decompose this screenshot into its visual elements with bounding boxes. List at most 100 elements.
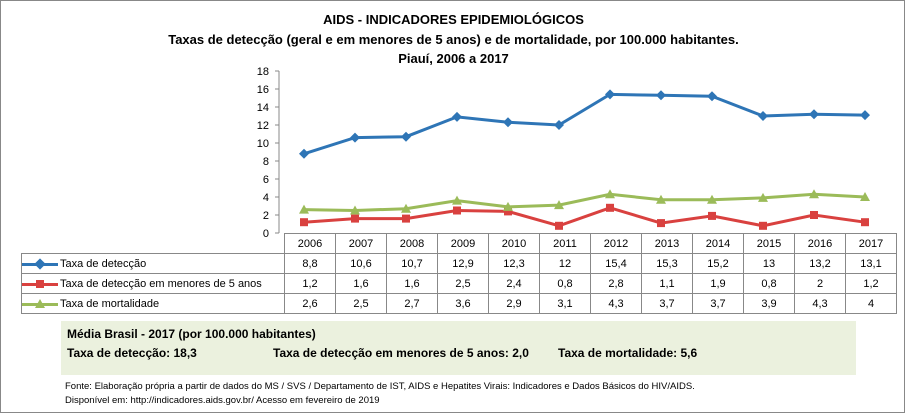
data-point	[860, 110, 870, 121]
data-point	[707, 91, 717, 102]
data-label: 0,8	[743, 273, 795, 294]
data-label: 15,2	[692, 253, 744, 274]
data-label: 12,9	[437, 253, 489, 274]
data-point	[656, 90, 666, 101]
y-tick-label: 14	[257, 102, 269, 114]
data-point	[758, 111, 768, 121]
data-label: 1,6	[386, 273, 438, 294]
data-label: 2,8	[590, 273, 642, 294]
data-label: 3,6	[437, 293, 489, 314]
data-point	[503, 117, 513, 128]
year-header: 2013	[641, 233, 693, 254]
source-line-1: Fonte: Elaboração própria a partir de da…	[65, 381, 695, 392]
series-line-2	[303, 192, 866, 213]
data-label: 0,8	[539, 273, 591, 294]
table-row: Taxa de detecção 8,8 10,6 10,7 12,9 12,3 12 15,…	[21, 253, 897, 274]
data-label: 2	[794, 273, 846, 294]
year-header: 2014	[692, 233, 744, 254]
chart-subtitle-2: Piauí, 2006 a 2017	[398, 51, 509, 66]
data-point	[656, 194, 666, 204]
average-under5: Taxa de detecção em menores de 5 anos: 2…	[273, 346, 529, 360]
series-name: Taxa de detecção em menores de 5 anos	[60, 277, 262, 290]
data-point	[555, 221, 563, 230]
year-header: 2009	[437, 233, 489, 254]
y-tick-label: 0	[263, 228, 269, 240]
data-point	[759, 221, 767, 230]
data-label: 10,6	[335, 253, 387, 274]
brazil-average-box: Média Brasil - 2017 (por 100.000 habitan…	[61, 321, 856, 375]
data-point	[401, 131, 411, 142]
y-tick-label: 6	[263, 174, 269, 186]
data-label: 15,3	[641, 253, 693, 274]
data-label: 2,4	[488, 273, 540, 294]
data-point	[810, 211, 818, 219]
data-point	[707, 194, 717, 204]
data-point	[657, 219, 665, 228]
chart-subtitle: Taxas de detecção (geral e em menores de…	[168, 32, 739, 47]
chart-title: AIDS - INDICADORES EPIDEMIOLÓGICOS	[323, 12, 584, 27]
data-point	[606, 203, 614, 212]
data-label: 1,6	[335, 273, 387, 294]
y-tick-label: 10	[257, 138, 269, 150]
year-header: 2017	[845, 233, 897, 254]
data-label: 1,2	[845, 273, 897, 294]
y-tick-label: 12	[257, 120, 269, 132]
year-header: 2010	[488, 233, 540, 254]
data-label: 4,3	[590, 293, 642, 314]
data-point	[554, 200, 564, 210]
legend-square-icon	[22, 279, 58, 289]
year-header: 2012	[590, 233, 642, 254]
year-header: 2008	[386, 233, 438, 254]
data-point	[402, 214, 410, 223]
data-point	[452, 111, 462, 122]
table-corner	[22, 234, 285, 254]
y-tick-label: 18	[257, 66, 269, 78]
data-point	[605, 189, 615, 199]
data-table: 2006 2007 2008 2009 2010 2011 2012 2013 2014 2015…	[21, 233, 897, 314]
table-row: Taxa de detecção em menores de 5 anos 1,2…	[21, 273, 897, 294]
y-tick-label: 4	[263, 192, 269, 204]
data-point	[708, 211, 716, 220]
data-label: 2,5	[335, 293, 387, 314]
source-line-2: Disponível em: http://indicadores.aids.g…	[65, 395, 380, 406]
data-point	[300, 218, 308, 227]
data-point	[554, 120, 564, 130]
data-point	[299, 204, 309, 214]
data-point	[453, 206, 461, 215]
data-label: 8,8	[284, 253, 336, 274]
data-label: 3,7	[641, 293, 693, 314]
legend-triangle-icon	[22, 298, 58, 309]
data-label: 13,1	[845, 253, 897, 274]
data-label: 4,3	[794, 293, 846, 314]
year-header: 2015	[743, 233, 795, 254]
year-header: 2007	[335, 233, 387, 254]
data-point	[350, 205, 360, 215]
data-point	[503, 201, 513, 211]
plot-area: 0 2 4 6 8 10 12 14 16 18	[257, 66, 870, 240]
data-label: 3,9	[743, 293, 795, 314]
data-point	[861, 218, 869, 227]
data-point	[401, 203, 411, 213]
data-label: 2,5	[437, 273, 489, 294]
legend-diamond-icon	[22, 257, 58, 270]
data-label: 15,4	[590, 253, 642, 274]
data-label: 13,2	[794, 253, 846, 274]
average-mortality: Taxa de mortalidade: 5,6	[558, 346, 698, 360]
data-point	[350, 132, 360, 143]
legend-entry: Taxa de mortalidade	[21, 293, 285, 314]
data-point	[351, 214, 359, 223]
y-tick-label: 16	[257, 84, 269, 96]
y-tick-label: 8	[263, 156, 269, 168]
series-line-1	[303, 206, 866, 228]
legend-entry: Taxa de detecção em menores de 5 anos	[21, 273, 285, 294]
data-label: 3,1	[539, 293, 591, 314]
data-label: 1,1	[641, 273, 693, 294]
average-heading: Média Brasil - 2017 (por 100.000 habitan…	[67, 327, 316, 341]
data-label: 2,6	[284, 293, 336, 314]
year-header: 2006	[284, 233, 336, 254]
data-label: 3,7	[692, 293, 744, 314]
series-name: Taxa de mortalidade	[60, 297, 160, 310]
year-header: 2016	[794, 233, 846, 254]
table-header-row: 2006 2007 2008 2009 2010 2011 2012 2013 2014 2015…	[22, 233, 897, 254]
